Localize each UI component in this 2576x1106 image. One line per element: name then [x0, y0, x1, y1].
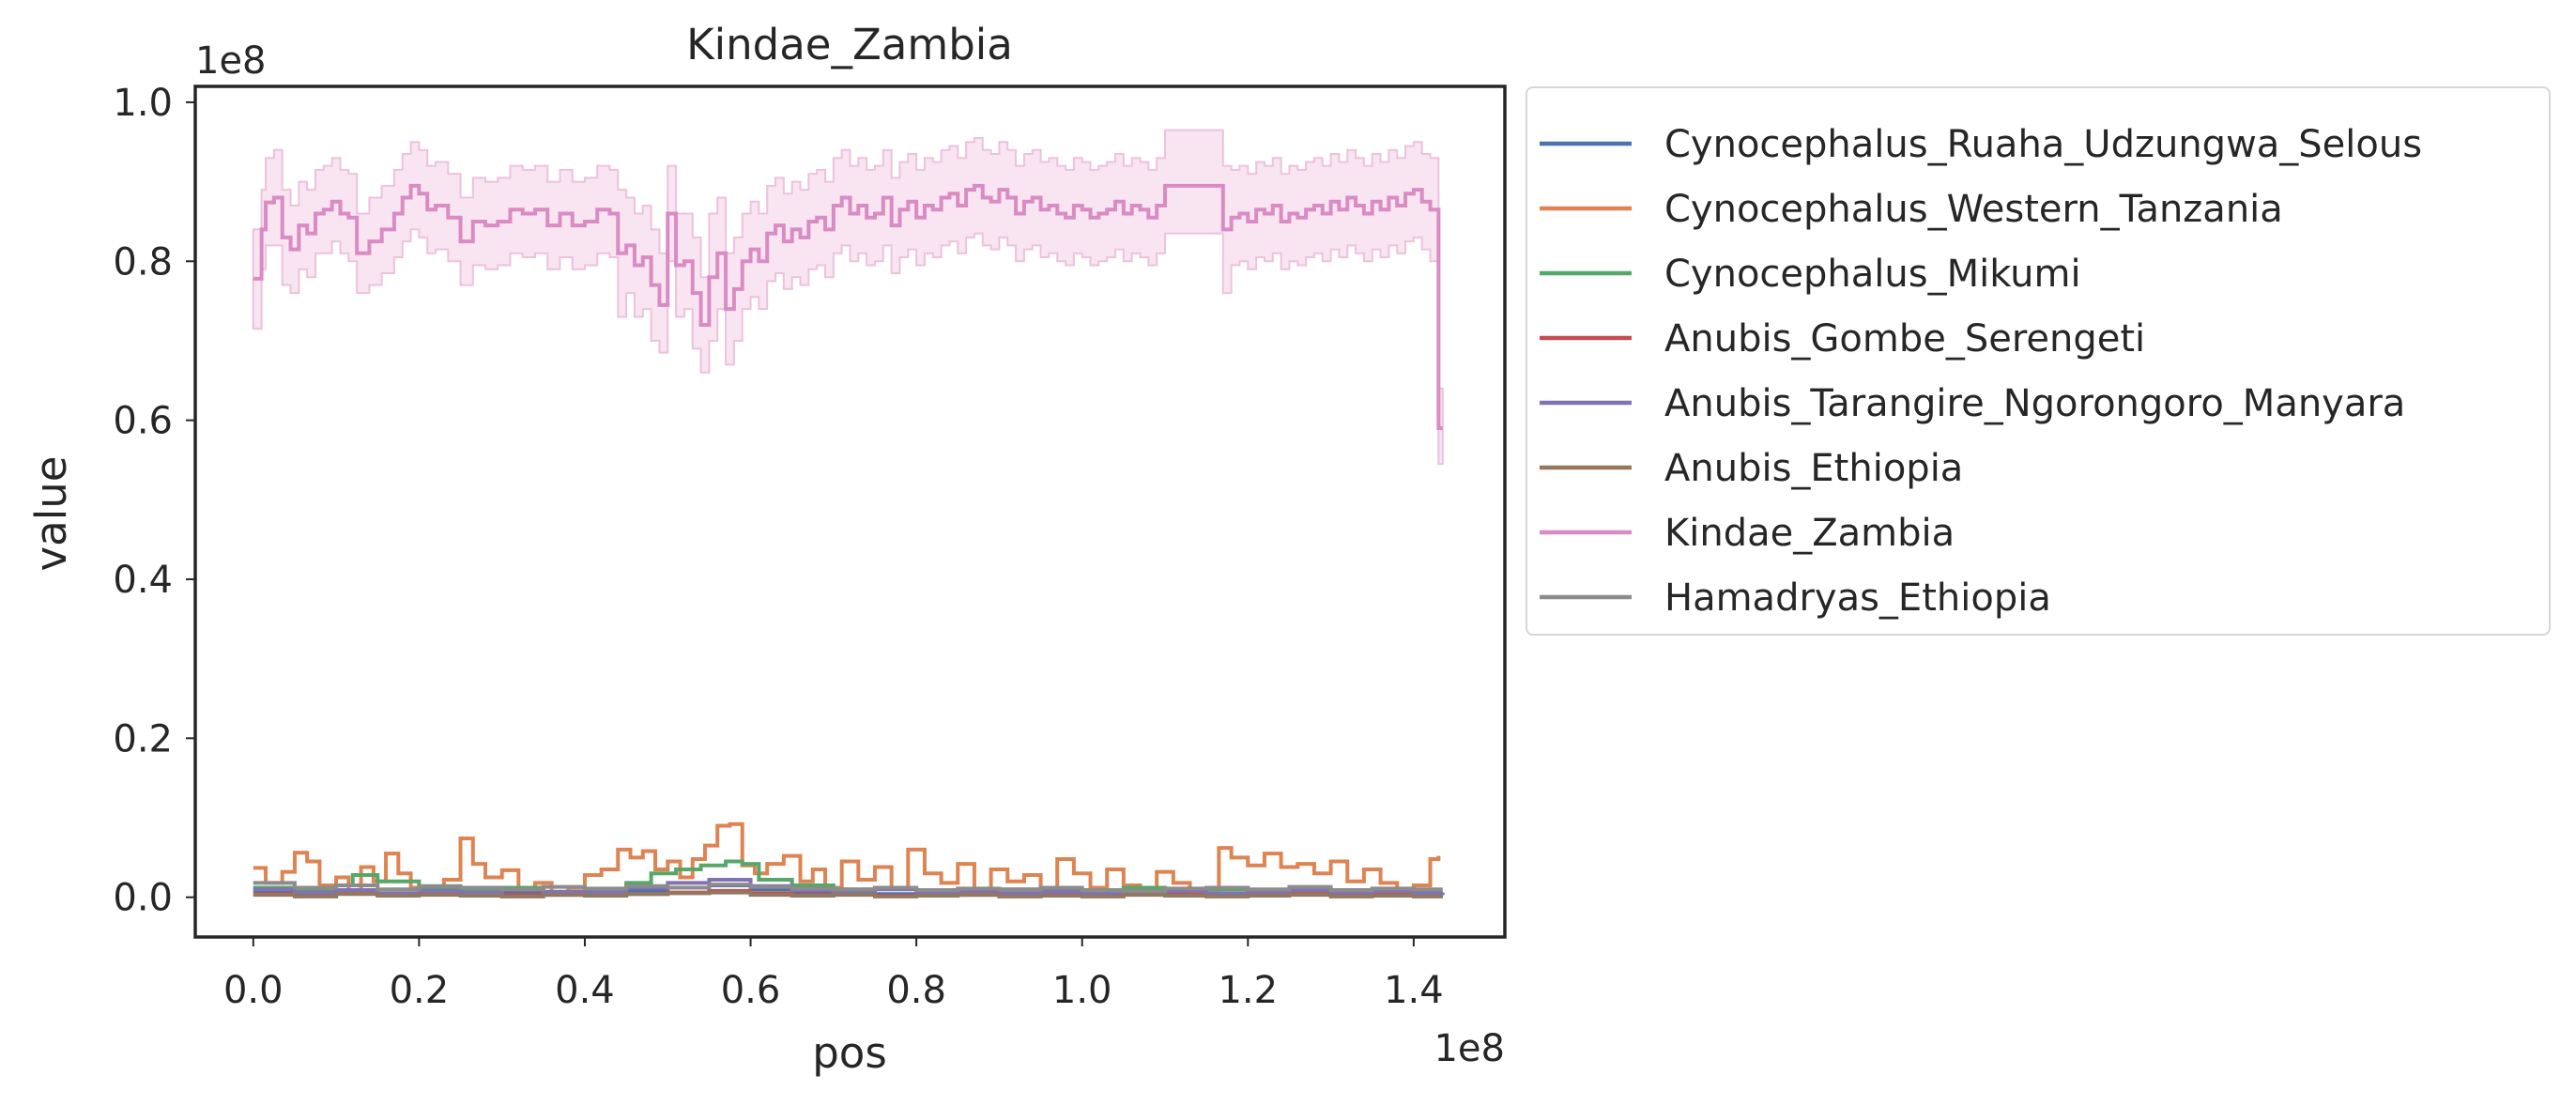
- legend-entry: Hamadryas_Ethiopia: [1664, 576, 2051, 620]
- plot-frame: [193, 84, 1507, 939]
- legend-entry: Kindae_Zambia: [1664, 512, 1955, 555]
- y-tick-label: 0.6: [113, 400, 173, 443]
- chart-title: Kindae_Zambia: [686, 20, 1013, 69]
- legend-box: [1526, 86, 2551, 636]
- legend-entry: Cynocephalus_Ruaha_Udzungwa_Selous: [1664, 123, 2422, 166]
- x-ticks: 0.0 0.2 0.4 0.6 0.8 1.0 1.2 1.4: [223, 937, 1444, 1012]
- y-tick-label: 0.4: [113, 559, 173, 602]
- y-tick-label: 0.2: [113, 717, 173, 760]
- y-tick-label: 0.0: [113, 877, 173, 920]
- series-band: [252, 129, 1444, 466]
- x-offset-label: 1e8: [1434, 1027, 1505, 1070]
- y-axis-label: value: [26, 456, 76, 572]
- x-tick-label: 0.0: [223, 969, 284, 1012]
- y-offset-label: 1e8: [195, 39, 267, 83]
- legend-entry: Anubis_Gombe_Serengeti: [1664, 317, 2145, 361]
- x-tick-label: 0.2: [390, 969, 450, 1012]
- x-tick-label: 1.0: [1052, 969, 1112, 1012]
- y-tick-label: 1.0: [113, 82, 173, 125]
- x-tick-label: 0.8: [886, 969, 946, 1012]
- x-tick-label: 0.4: [555, 969, 615, 1012]
- series-line: [253, 890, 1443, 899]
- legend: Cynocephalus_Ruaha_Udzungwa_Selous Cynoce…: [1526, 86, 2551, 636]
- y-ticks: 0.0 0.2 0.4 0.6 0.8 1.0: [113, 82, 195, 920]
- x-axis-label: pos: [812, 1028, 887, 1078]
- x-tick-label: 0.6: [721, 969, 781, 1012]
- series-line: [253, 822, 1441, 895]
- legend-entry: Anubis_Ethiopia: [1664, 447, 1963, 490]
- legend-entry: Cynocephalus_Mikumi: [1664, 253, 2081, 296]
- legend-entry: Cynocephalus_Western_Tanzania: [1664, 188, 2283, 231]
- x-tick-label: 1.2: [1218, 969, 1278, 1012]
- x-tick-label: 1.4: [1384, 969, 1444, 1012]
- series-line: [253, 183, 1443, 431]
- series-line: [253, 878, 1445, 897]
- legend-entry: Anubis_Tarangire_Ngorongoro_Manyara: [1664, 382, 2405, 425]
- plot-area: [252, 129, 1445, 899]
- series-line: [253, 881, 1443, 893]
- y-tick-label: 0.8: [113, 240, 173, 284]
